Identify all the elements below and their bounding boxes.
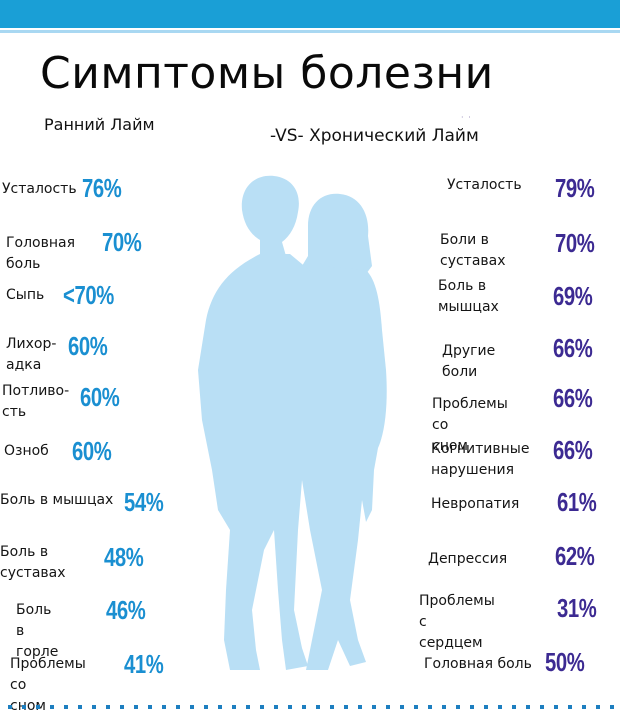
symptom-percent: 76% — [82, 173, 122, 203]
symptom-percent: 50% — [545, 647, 585, 677]
symptom-percent: 48% — [104, 542, 144, 572]
symptom-label: Проблемы со сном — [432, 396, 508, 454]
header-divider — [0, 30, 620, 33]
symptom-label: Сыпь — [6, 287, 45, 303]
symptom-label: Боль в мышцах — [438, 278, 499, 315]
symptom-percent: 69% — [553, 281, 593, 311]
symptom-percent: 54% — [124, 487, 164, 517]
symptom-label: Усталость — [2, 181, 77, 197]
subtitle-early-lyme: Ранний Лайм — [44, 115, 155, 134]
symptom-percent: 60% — [80, 382, 120, 412]
symptom-label: Депрессия — [428, 551, 508, 567]
subtitle-chronic-lyme: -VS- Хронический Лайм — [270, 126, 479, 146]
symptom-percent: 60% — [72, 436, 112, 466]
symptom-percent: 66% — [553, 435, 593, 465]
symptom-label: Проблемы с сердцем — [419, 593, 495, 651]
symptom-percent: 70% — [102, 227, 142, 257]
symptom-percent: 62% — [555, 541, 595, 571]
symptom-percent: 70% — [555, 228, 595, 258]
symptom-label: Невропатия — [431, 496, 520, 512]
symptom-label: Боль в мышцах — [0, 492, 114, 508]
symptom-percent: 66% — [553, 383, 593, 413]
couple-silhouette-icon — [198, 175, 387, 670]
symptom-percent: 41% — [124, 649, 164, 679]
symptom-percent: 46% — [106, 595, 146, 625]
symptom-label: Озноб — [4, 443, 49, 459]
header-bar — [0, 0, 620, 28]
symptom-percent: 61% — [557, 487, 597, 517]
decorative-dots: · · — [461, 113, 472, 122]
symptom-label: Боли в суставах — [440, 232, 506, 269]
symptom-label: Потливо- сть — [2, 383, 70, 420]
symptom-label: Лихор- адка — [6, 336, 57, 373]
symptom-percent: 79% — [555, 173, 595, 203]
symptom-label: Боль в суставах — [0, 544, 66, 581]
symptom-label: Когнитивные нарушения — [431, 441, 530, 478]
symptom-percent: <70% — [63, 280, 114, 310]
symptom-label: Боль в горле — [16, 602, 59, 660]
symptom-label: Усталость — [447, 177, 522, 193]
symptom-percent: 60% — [68, 331, 108, 361]
symptom-label: Другие боли — [442, 343, 496, 380]
page-title: Симптомы болезни — [40, 48, 494, 99]
dotted-divider — [8, 705, 620, 709]
symptom-percent: 66% — [553, 333, 593, 363]
symptom-percent: 31% — [557, 593, 597, 623]
symptom-label: Головная боль — [424, 656, 532, 672]
symptom-label: Головная боль — [6, 235, 76, 272]
